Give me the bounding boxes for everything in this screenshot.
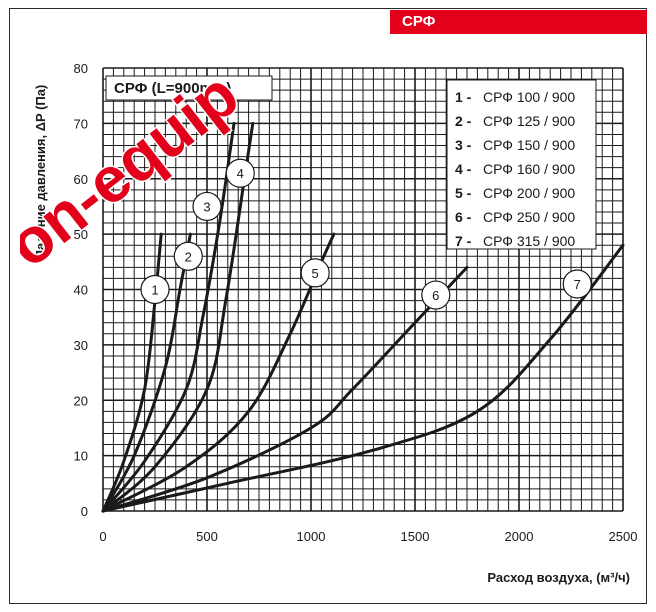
axes: 0 500 1000 1500 2000 2500 0 10 20 30 40 50 60 70 80	[74, 61, 638, 544]
curve-marker-2	[173, 241, 203, 271]
legend-frame	[446, 79, 597, 250]
chart-frame	[9, 8, 647, 604]
series-line-3	[101, 121, 236, 513]
curve-label-6: 6	[432, 288, 439, 303]
legend-number-2: 2 -	[455, 113, 472, 129]
curve-marker-6	[421, 280, 451, 310]
y-axis-label: Падение давления, ΔP (Па)	[33, 85, 48, 260]
y-tick-label: 40	[74, 283, 88, 298]
legend-entry-6: СРФ 250 / 900	[483, 209, 575, 225]
series-line-2	[101, 232, 192, 513]
legend-entry-7: СРФ 315 / 900	[483, 233, 575, 249]
inset-title-frame	[105, 75, 273, 101]
curve-marker-3	[192, 191, 222, 222]
legend-entry-2: СРФ 125 / 900	[483, 113, 575, 129]
curve-label-4: 4	[237, 166, 244, 181]
legend-entry-3: СРФ 150 / 900	[483, 137, 575, 153]
y-tick-label: 70	[74, 116, 88, 131]
product-badge: СРФ	[390, 10, 647, 34]
chart-title: СРФ (L=900mm)	[114, 80, 231, 97]
curve-label-5: 5	[312, 266, 319, 281]
curve-marker-7	[562, 269, 592, 299]
legend: 1 - СРФ 100 / 900 2 - СРФ 125 / 900 3 - СРФ 1…	[446, 79, 597, 250]
series-line-1	[101, 232, 163, 513]
curve-marker-1	[140, 274, 170, 305]
x-tick-label: 2000	[505, 529, 534, 544]
y-tick-label: 20	[74, 393, 88, 408]
y-tick-label: 50	[74, 227, 88, 242]
x-tick-label: 500	[196, 529, 218, 544]
legend-number-7: 7 -	[455, 233, 472, 249]
legend-entry-4: СРФ 160 / 900	[483, 161, 575, 177]
x-tick-label: 1000	[297, 529, 326, 544]
series-line-6	[101, 265, 469, 513]
inset-title-box: СРФ (L=900mm)	[105, 75, 273, 101]
x-tick-label: 2500	[609, 529, 638, 544]
legend-number-3: 3 -	[455, 137, 472, 153]
legend-entry-1: СРФ 100 / 900	[483, 89, 575, 105]
curve-label-7: 7	[574, 277, 581, 292]
series-group	[101, 121, 625, 513]
x-axis-label: Расход воздуха, (м³/ч)	[487, 570, 630, 585]
curve-labels: 1 2 3 4 5 6 7	[140, 158, 592, 310]
curve-label-1: 1	[151, 283, 158, 298]
y-tick-label: 80	[74, 61, 88, 76]
curve-marker-5	[300, 258, 330, 288]
series-line-7	[101, 243, 625, 513]
legend-number-5: 5 -	[455, 185, 472, 201]
legend-entry-5: СРФ 200 / 900	[483, 185, 575, 201]
x-tick-label: 1500	[401, 529, 430, 544]
curve-label-2: 2	[185, 249, 192, 264]
y-tick-label: 30	[74, 338, 88, 353]
x-tick-label: 0	[99, 529, 106, 544]
curve-marker-4	[225, 158, 255, 188]
y-tick-label: 0	[81, 504, 88, 519]
y-tick-label: 10	[74, 449, 88, 464]
legend-number-1: 1 -	[455, 89, 472, 105]
legend-number-6: 6 -	[455, 209, 472, 225]
curve-label-3: 3	[203, 199, 210, 214]
y-tick-label: 60	[74, 172, 88, 187]
legend-number-4: 4 -	[455, 161, 472, 177]
